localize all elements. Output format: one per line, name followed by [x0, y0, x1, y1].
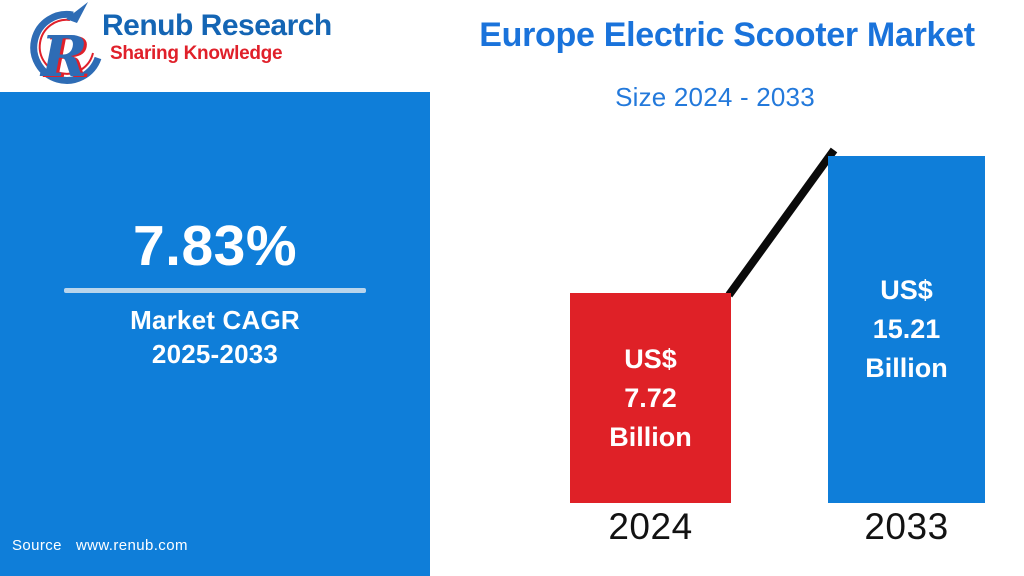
page-title: Europe Electric Scooter Market — [479, 16, 975, 54]
brand-tagline: Sharing Knowledge — [110, 42, 283, 64]
logo-text: Renub Research Sharing Knowledge — [102, 2, 332, 86]
axis-label-2024: 2024 — [608, 506, 693, 547]
svg-text:R: R — [39, 24, 88, 86]
bar-2033-label-value: 15.21 — [872, 314, 941, 344]
bar-2024: US$ 7.72 Billion — [570, 293, 731, 503]
bar-2033: US$ 15.21 Billion — [828, 156, 985, 503]
source-label: Source — [12, 537, 62, 554]
source-url: www.renub.com — [75, 537, 188, 554]
cagr-label-line1: Market CAGR — [130, 305, 300, 335]
brand-name: Renub Research — [102, 9, 332, 42]
renub-logo: R R Renub Research Sharing Knowledge — [14, 2, 344, 86]
page-subtitle: Size 2024 - 2033 — [615, 82, 815, 112]
cagr-panel: 7.83% Market CAGR 2025-2033 Source www.re… — [0, 92, 430, 576]
bar-2033-label-unit: Billion — [865, 353, 948, 383]
axis-label-2033: 2033 — [864, 506, 949, 547]
bar-2024-label-currency: US$ — [624, 343, 677, 374]
cagr-label-line2: 2025-2033 — [151, 339, 279, 369]
svg-text:R: R — [42, 25, 91, 86]
cagr-divider — [64, 288, 366, 293]
cagr-value: 7.83% — [132, 214, 298, 278]
trend-line — [725, 147, 838, 298]
source-attribution: Source www.renub.com — [12, 537, 188, 554]
bar-2033-label-currency: US$ — [880, 275, 933, 305]
renub-logo-mark-icon: R R — [30, 2, 102, 86]
bar-2024-label-unit: Billion — [609, 421, 692, 452]
bar-2024-label-value: 7.72 — [624, 382, 677, 413]
